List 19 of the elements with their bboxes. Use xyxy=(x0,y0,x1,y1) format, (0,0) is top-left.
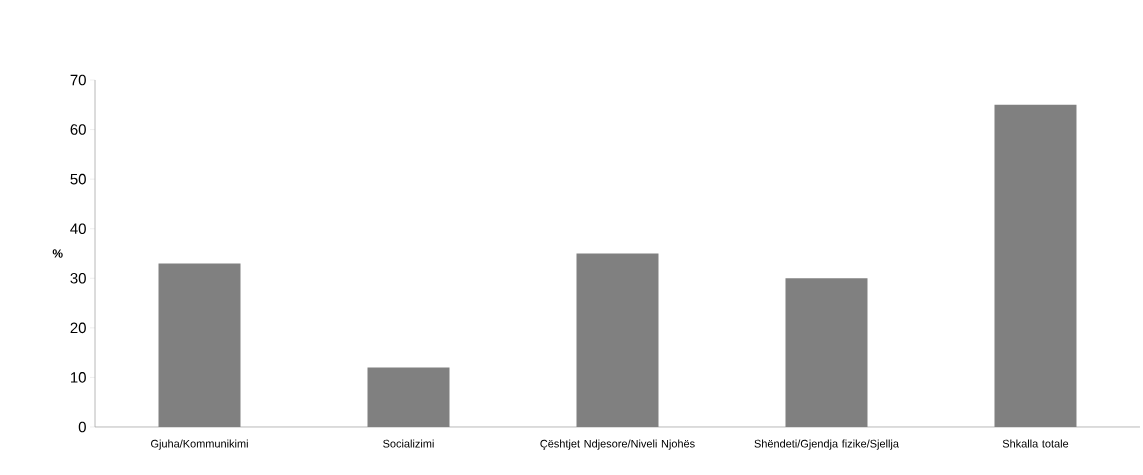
y-tick-label: 10 xyxy=(71,372,86,383)
y-tick-label: 20 xyxy=(70,322,86,334)
bar xyxy=(785,278,868,427)
y-tick-label: 40 xyxy=(70,223,86,234)
y-tick-label: 30 xyxy=(70,272,86,284)
y-tick-label: 60 xyxy=(70,124,86,135)
y-axis-title: % xyxy=(52,249,63,258)
y-tick-label: 50 xyxy=(70,173,86,185)
bar xyxy=(994,104,1077,427)
x-tick-label: Shëndeti/Gjendja fizike/Sjellja xyxy=(754,439,899,450)
x-tick-label: Socializimi xyxy=(383,439,434,448)
bar xyxy=(158,263,241,427)
x-tick-label: Çështjet Ndjesore/Niveli Njohës xyxy=(540,439,695,450)
y-tick-label: 0 xyxy=(78,421,86,433)
bar xyxy=(367,367,450,427)
x-tick-label: Shkalla totale xyxy=(1002,439,1069,448)
bar xyxy=(576,253,659,427)
x-tick-label: Gjuha/Kommunikimi xyxy=(151,439,248,450)
y-tick-label: 70 xyxy=(70,74,86,86)
